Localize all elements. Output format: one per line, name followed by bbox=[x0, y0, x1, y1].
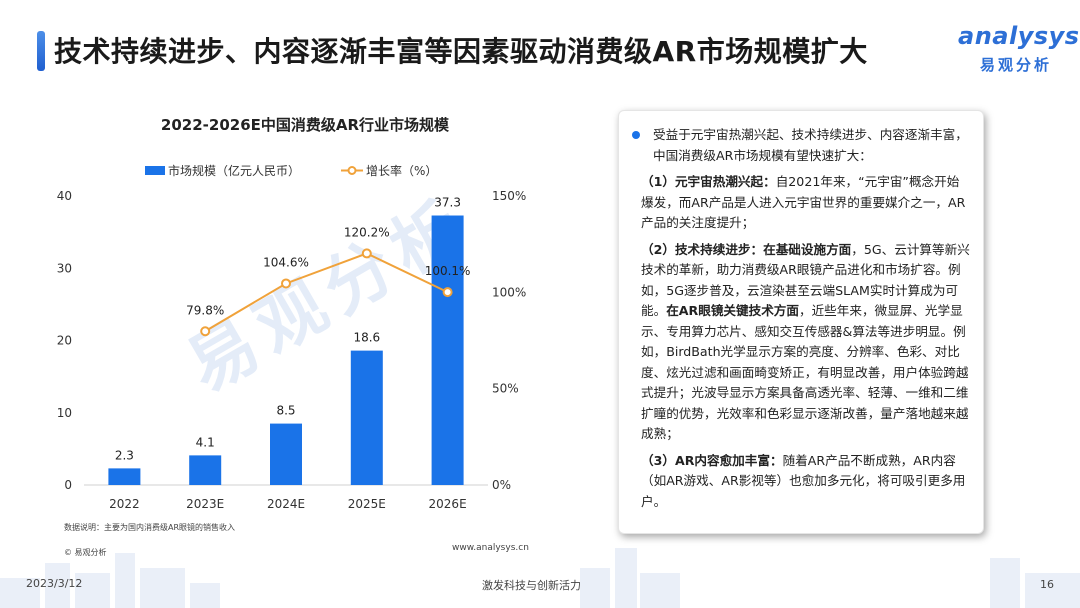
page-title: 技术持续进步、内容逐渐丰富等因素驱动消费级AR市场规模扩大 bbox=[54, 35, 868, 68]
y-tick-left: 40 bbox=[57, 189, 72, 203]
growth-value-label: 100.1% bbox=[425, 264, 471, 278]
title-accent-bar bbox=[37, 31, 45, 71]
growth-point bbox=[281, 278, 291, 289]
growth-value-label: 79.8% bbox=[186, 303, 224, 317]
city-skyline-decoration bbox=[0, 548, 1080, 608]
panel-lead: 受益于元宇宙热潮兴起、技术持续进步、内容逐渐丰富，中国消费级AR市场规模有望快速… bbox=[632, 125, 971, 166]
logo-text-cn: 易观分析 bbox=[980, 56, 1053, 74]
panel-point-1: （1）元宇宙热潮兴起：自2021年来，“元宇宙”概念开始爆发，而AR产品是人进入… bbox=[641, 172, 971, 234]
bar bbox=[350, 350, 383, 485]
growth-value-label: 104.6% bbox=[263, 255, 309, 269]
analysis-panel: 受益于元宇宙热潮兴起、技术持续进步、内容逐渐丰富，中国消费级AR市场规模有望快速… bbox=[618, 110, 984, 534]
bar-value-label: 2.3 bbox=[115, 448, 134, 462]
x-tick-label: 2022 bbox=[109, 497, 140, 511]
bar bbox=[431, 215, 464, 485]
panel-point-1-body: 自2021年来，“元宇宙”概念开始爆发，而AR产品是人进入元宇宙世界的重要媒介之… bbox=[641, 174, 966, 231]
analysys-logo: analysys 易观分析 bbox=[958, 22, 1079, 78]
y-tick-left: 30 bbox=[57, 261, 72, 275]
y-tick-left: 10 bbox=[57, 406, 72, 420]
growth-line bbox=[204, 252, 449, 333]
chart-copyright: © 易观分析 bbox=[64, 548, 107, 557]
chart-title: 2022-2026E中国消费级AR行业市场规模 bbox=[160, 116, 450, 134]
x-tick-label: 2025E bbox=[348, 497, 386, 511]
bar bbox=[189, 455, 222, 485]
legend-line-marker bbox=[347, 166, 357, 175]
footer-date: 2023/3/12 bbox=[26, 577, 83, 590]
panel-point-3-head: （3）AR内容愈加丰富： bbox=[641, 452, 783, 468]
y-tick-left: 0 bbox=[64, 478, 72, 492]
legend-line-label: 增长率（%） bbox=[366, 163, 437, 178]
x-tick-label: 2023E bbox=[186, 497, 224, 511]
bar-value-label: 37.3 bbox=[434, 196, 461, 210]
legend-bar-swatch bbox=[145, 166, 165, 175]
panel-point-2-body1: ，5G、云计算等新兴技术的革新，助力消费级AR眼镜产品进化和市场扩容。例如，5G… bbox=[641, 241, 970, 319]
growth-value-label: 120.2% bbox=[344, 225, 390, 239]
bar bbox=[108, 468, 141, 485]
growth-point bbox=[200, 326, 211, 337]
y-tick-right: 50% bbox=[492, 382, 519, 396]
panel-point-3-body: 随着AR产品不断成熟，AR内容（如AR游戏、AR影视等）也愈加多元化，将可吸引更… bbox=[641, 452, 966, 509]
growth-point bbox=[361, 248, 372, 259]
panel-lead-text: 受益于元宇宙热潮兴起、技术持续进步、内容逐渐丰富，中国消费级AR市场规模有望快速… bbox=[653, 127, 968, 163]
panel-point-2-head: （2）技术持续进步： bbox=[641, 241, 764, 257]
x-tick-label: 2026E bbox=[429, 497, 467, 511]
market-size-chart: 市场规模（亿元人民币） 增长率（%） 0 10 20 30 40 0% 50% 100% 150% 2… bbox=[57, 163, 527, 511]
legend-bar-label: 市场规模（亿元人民币） bbox=[168, 163, 300, 178]
bar-value-label: 8.5 bbox=[276, 404, 295, 418]
panel-point-2-sub1: 在基础设施方面 bbox=[763, 241, 852, 257]
y-tick-left: 20 bbox=[57, 334, 72, 348]
y-tick-right: 100% bbox=[492, 285, 526, 299]
growth-point bbox=[442, 287, 453, 298]
footer-slogan: 激发科技与创新活力 bbox=[482, 579, 581, 592]
panel-point-3: （3）AR内容愈加丰富：随着AR产品不断成熟，AR内容（如AR游戏、AR影视等）… bbox=[641, 451, 971, 513]
page-number: 16 bbox=[1040, 578, 1054, 591]
y-tick-right: 150% bbox=[492, 189, 526, 203]
panel-point-2: （2）技术持续进步：在基础设施方面，5G、云计算等新兴技术的革新，助力消费级AR… bbox=[641, 240, 971, 445]
bar-value-label: 18.6 bbox=[353, 331, 380, 345]
y-tick-right: 0% bbox=[492, 478, 511, 492]
panel-point-2-body2: ，近些年来，微显屏、光学显示、专用算力芯片、感知交互传感器&算法等进步明显。例如… bbox=[641, 303, 969, 442]
chart-data-note: 数据说明：主要为国内消费级AR眼镜的销售收入 bbox=[64, 523, 236, 532]
bar-value-label: 4.1 bbox=[196, 435, 215, 449]
bar bbox=[270, 423, 302, 485]
x-tick-label: 2024E bbox=[267, 497, 305, 511]
panel-point-1-head: （1）元宇宙热潮兴起： bbox=[641, 174, 776, 190]
logo-text-en: analysys bbox=[958, 22, 1080, 50]
panel-point-2-sub2: 在AR眼镜关键技术方面 bbox=[666, 303, 799, 319]
chart-website: www.analysys.cn bbox=[452, 543, 529, 553]
bullet-dot-icon bbox=[632, 131, 640, 139]
